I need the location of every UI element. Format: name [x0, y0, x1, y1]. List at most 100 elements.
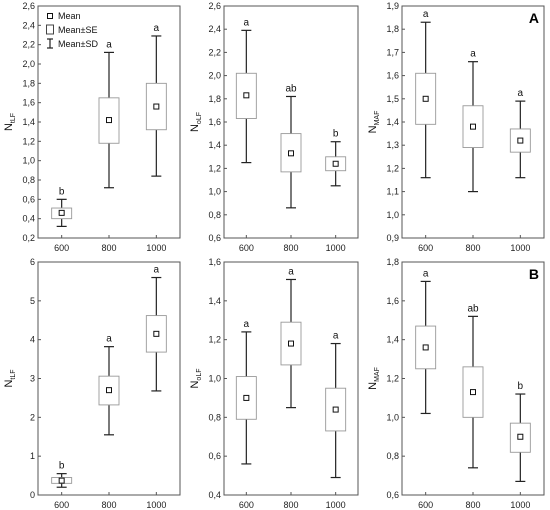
significance-letter: ab — [285, 83, 297, 94]
significance-letter: a — [106, 334, 112, 345]
y-tick-label: 1,6 — [386, 71, 399, 81]
box-800: 800 ab — [462, 303, 484, 510]
y-axis-label: NMAF — [367, 111, 381, 134]
y-tick-label: 0,4 — [208, 490, 221, 500]
y-tick-label: 2,0 — [22, 59, 35, 69]
y-tick-label: 1,0 — [386, 412, 399, 422]
mean-marker — [517, 137, 524, 144]
y-tick-label: 2,2 — [22, 40, 35, 50]
significance-letter: a — [154, 23, 160, 34]
y-tick-label: 1,4 — [22, 117, 35, 127]
y-tick-label: 0,2 — [22, 233, 35, 243]
legend: Mean Mean±SE Mean±SD — [46, 11, 98, 49]
y-tick-label: 3 — [30, 374, 35, 384]
y-tick-label: 1,2 — [208, 163, 221, 173]
y-tick-label: 2 — [30, 412, 35, 422]
legend-se-label: Mean±SE — [58, 25, 97, 35]
mean-marker — [153, 103, 160, 110]
x-tick-label: 600 — [418, 243, 433, 253]
y-tick-label: 1,8 — [386, 24, 399, 34]
y-tick-label: 2,4 — [22, 20, 35, 30]
y-tick-label: 1,2 — [386, 163, 399, 173]
y-tick-label: 1,4 — [386, 117, 399, 127]
significance-letter: a — [244, 17, 250, 28]
box-800: 800 a — [462, 49, 484, 253]
box-1000: 1000 a — [509, 88, 531, 253]
y-tick-label: 1,5 — [386, 94, 399, 104]
mean-marker — [243, 92, 250, 99]
significance-letter: a — [423, 9, 429, 20]
legend-se-box — [46, 24, 54, 35]
panel-label: A — [529, 10, 539, 26]
mean-marker — [58, 209, 65, 216]
x-tick-label: 1000 — [146, 500, 166, 510]
mean-marker — [58, 477, 65, 484]
mean-marker — [288, 340, 294, 347]
y-tick-label: 0,6 — [208, 451, 221, 461]
mean-marker — [470, 123, 476, 130]
y-axis-label: NoLF — [189, 368, 203, 388]
significance-letter: a — [333, 331, 339, 342]
y-tick-label: 1,2 — [22, 136, 35, 146]
y-tick-label: 1,7 — [386, 47, 399, 57]
y-tick-label: 0,8 — [22, 175, 35, 185]
significance-letter: a — [423, 268, 429, 279]
y-tick-label: 1,0 — [208, 374, 221, 384]
y-tick-label: 1,8 — [208, 94, 221, 104]
x-tick-label: 600 — [54, 243, 69, 253]
box-600: 600 b — [51, 186, 73, 253]
mean-marker — [470, 389, 476, 396]
x-tick-label: 800 — [283, 500, 298, 510]
y-tick-label: 1,2 — [386, 374, 399, 384]
y-tick-label: 1,4 — [208, 296, 221, 306]
y-tick-label: 2,2 — [208, 47, 221, 57]
x-tick-label: 1000 — [146, 243, 166, 253]
panel-6: 0,6 0,8 1,0 1,2 1,4 1,6 1,8 NMAF 600 a 800 ab 1000 b B — [367, 257, 545, 510]
y-tick-label: 1,6 — [208, 257, 221, 267]
x-tick-label: 600 — [239, 500, 254, 510]
significance-letter: b — [333, 129, 339, 140]
y-axis-label: NoLF — [189, 112, 203, 132]
panel-label: B — [529, 266, 539, 282]
y-tick-label: 0,6 — [386, 490, 399, 500]
y-tick-label: 0,6 — [22, 194, 35, 204]
box-600: 600 b — [51, 461, 73, 510]
mean-marker — [332, 160, 339, 167]
x-tick-label: 1000 — [326, 243, 346, 253]
panel-2: 0,6 0,8 1,0 1,2 1,4 1,6 1,8 2,0 2,2 2,4 2,6 NoLF 600… — [189, 1, 359, 253]
y-tick-label: 1,0 — [386, 210, 399, 220]
y-tick-label: 1,8 — [22, 78, 35, 88]
box-800: 800 a — [98, 334, 120, 510]
y-axis-label: NMAF — [367, 367, 381, 390]
mean-marker — [422, 344, 429, 351]
y-tick-label: 1,3 — [386, 140, 399, 150]
x-tick-label: 800 — [465, 500, 480, 510]
y-tick-label: 6 — [30, 257, 35, 267]
x-tick-label: 800 — [101, 500, 116, 510]
box-800: 800 ab — [280, 83, 302, 253]
y-tick-label: 1,8 — [386, 257, 399, 267]
legend-sd-label: Mean±SD — [58, 39, 98, 49]
y-axis-label: NtLF — [3, 369, 17, 387]
y-tick-label: 0,8 — [208, 210, 221, 220]
y-tick-label: 4 — [30, 335, 35, 345]
x-tick-label: 1000 — [510, 243, 530, 253]
y-tick-label: 1,4 — [386, 335, 399, 345]
significance-letter: b — [59, 186, 65, 197]
significance-letter: ab — [467, 303, 479, 314]
y-tick-label: 1,9 — [386, 1, 399, 11]
y-tick-label: 1,2 — [208, 335, 221, 345]
x-tick-label: 600 — [418, 500, 433, 510]
panel-3: 0,9 1,0 1,1 1,2 1,3 1,4 1,5 1,6 1,7 1,8 1,9 NMAF 600… — [367, 1, 545, 253]
box-1000: 1000 a — [145, 265, 167, 510]
y-tick-label: 1,1 — [386, 187, 399, 197]
mean-marker — [153, 330, 160, 337]
significance-letter: a — [470, 49, 476, 60]
x-tick-label: 1000 — [510, 500, 530, 510]
y-tick-label: 1 — [30, 451, 35, 461]
significance-letter: a — [288, 266, 294, 277]
significance-letter: b — [59, 461, 65, 472]
y-axis-label: NtLF — [3, 113, 17, 131]
mean-marker — [106, 387, 112, 394]
